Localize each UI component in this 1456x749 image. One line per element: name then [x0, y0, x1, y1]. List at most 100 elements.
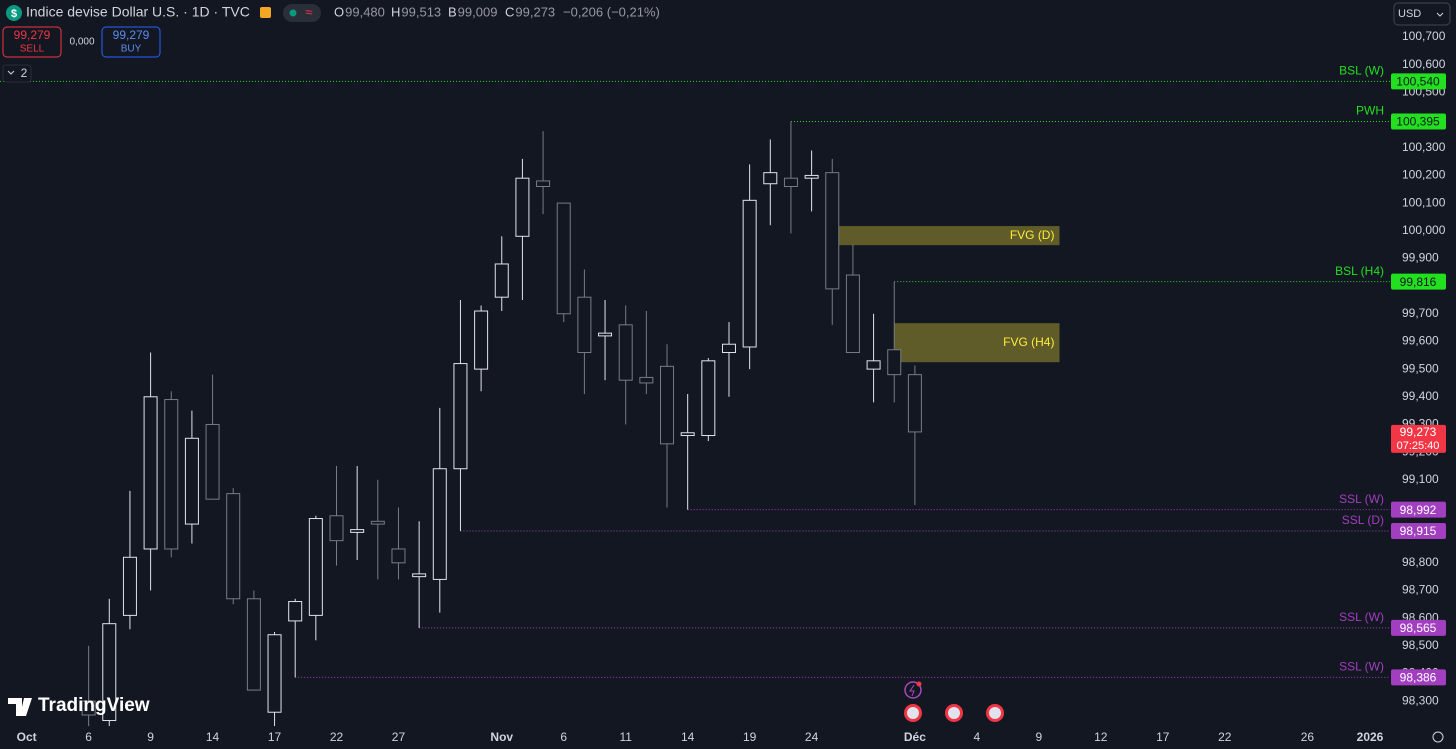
y-tick-label: 100,200 — [1402, 168, 1446, 182]
ohlc-values: O 99,480 H 99,513 B 99,009 C 99,273 −0,206 (−0,2… — [334, 4, 660, 19]
candle-body — [474, 310, 489, 370]
candle-body — [660, 365, 675, 445]
event-bolt — [909, 684, 915, 697]
candle-body — [453, 363, 468, 470]
level-tag — [1391, 669, 1446, 686]
y-tick-label: 99,100 — [1402, 472, 1439, 486]
buy-label[interactable]: BUY — [121, 44, 142, 55]
flag-icon — [260, 7, 271, 18]
flag-inner — [989, 707, 1001, 719]
level-label: SSL (W) — [1339, 610, 1384, 624]
candle-body — [329, 515, 344, 542]
x-tick-label: Oct — [17, 730, 37, 744]
y-tick-label: 99,400 — [1402, 389, 1439, 403]
candle-body — [845, 274, 860, 354]
candle-body — [81, 700, 96, 716]
x-tick-label: 12 — [1094, 730, 1108, 744]
x-tick-label: 14 — [681, 730, 695, 744]
candle-body — [515, 177, 530, 237]
level-label: SSL (D) — [1342, 513, 1384, 527]
candle-body — [742, 199, 757, 348]
y-tick-label: 99,600 — [1402, 334, 1439, 348]
price-axis: 100,700100,600100,500100,300100,200100,1… — [17, 29, 1446, 744]
candle-body — [288, 601, 303, 622]
ohlc-value: 99,009 — [458, 4, 498, 19]
ohlc-value: 99,480 — [345, 4, 385, 19]
candle-body — [412, 573, 427, 578]
level-label: PWH — [1356, 104, 1384, 118]
settings-icon[interactable] — [1432, 731, 1444, 743]
level-tag-label: 99,816 — [1400, 275, 1437, 289]
x-tick-label: 2026 — [1357, 730, 1384, 744]
level-tag-label: 98,565 — [1400, 621, 1437, 635]
candle-body — [350, 529, 365, 533]
currency[interactable]: USD — [1398, 8, 1421, 20]
candle-body — [205, 423, 220, 500]
y-tick-label: 98,300 — [1402, 693, 1439, 707]
countdown: 07:25:40 — [1397, 440, 1440, 452]
level-tag — [1391, 273, 1446, 290]
y-tick-label: 98,800 — [1402, 555, 1439, 569]
candle-body — [143, 396, 158, 550]
candle-body — [639, 376, 654, 384]
event-icon[interactable] — [904, 681, 922, 699]
sell-label[interactable]: SELL — [20, 44, 45, 55]
candle-body — [866, 360, 881, 370]
fvg-label: FVG (D) — [1010, 228, 1055, 242]
chevron — [1436, 12, 1444, 17]
x-tick-label: 24 — [805, 730, 819, 744]
ohlc-key: C — [505, 4, 514, 19]
status-wave: ≈ — [305, 4, 312, 19]
symbol-icon-glyph: $ — [11, 8, 17, 20]
last-price: 99,273 — [1400, 425, 1437, 439]
brand: TradingView — [38, 695, 150, 716]
candle-body — [598, 332, 613, 337]
y-tick-label: 98,700 — [1402, 583, 1439, 597]
candle-body — [825, 172, 840, 290]
ohlc-change: −0,206 (−0,21%) — [563, 4, 660, 19]
ohlc-value: 99,273 — [515, 4, 555, 19]
event-dot — [916, 681, 922, 687]
x-tick-label: 27 — [392, 730, 406, 744]
y-tick-label: 99,900 — [1402, 251, 1439, 265]
spread: 0,000 — [69, 37, 94, 48]
currency-select[interactable] — [1393, 2, 1451, 26]
candle-body — [680, 432, 695, 437]
candle-body — [577, 296, 592, 354]
buy-button[interactable] — [101, 26, 161, 58]
candle-body — [721, 343, 736, 354]
level-tag-label: 100,395 — [1396, 115, 1440, 129]
fvg-zone — [894, 323, 1060, 363]
buy-price[interactable]: 99,279 — [113, 28, 150, 42]
brand-logo — [8, 698, 32, 716]
candle-body — [246, 598, 261, 691]
fvg-zone — [832, 226, 1060, 246]
candle-body — [804, 174, 819, 179]
flag-inner — [907, 707, 919, 719]
y-tick-label: 99,700 — [1402, 306, 1439, 320]
x-tick-label: 9 — [147, 730, 154, 744]
level-tag — [1391, 619, 1446, 636]
candle-body — [164, 399, 179, 550]
plot: FVG (D) FVG (H4) BSL (W) PWH BSL (H4) SSL (W)… — [0, 64, 1390, 727]
x-tick-label: 4 — [974, 730, 981, 744]
y-tick-label: 98,500 — [1402, 638, 1439, 652]
sell-price[interactable]: 99,279 — [14, 28, 51, 42]
x-tick-label: 6 — [560, 730, 567, 744]
symbol-title: Indice devise Dollar U.S. · 1D · TVC — [26, 4, 250, 20]
candle-body — [370, 520, 385, 525]
x-tick-label: 9 — [1035, 730, 1042, 744]
y-tick-label: 100,000 — [1402, 223, 1446, 237]
indicators-count[interactable]: 2 — [21, 66, 28, 80]
level-tag — [1391, 522, 1446, 539]
level-tag-label: 100,540 — [1396, 75, 1440, 89]
indicators-toggle[interactable] — [2, 64, 32, 83]
ohlc-key: B — [448, 4, 457, 19]
candle-body — [494, 263, 509, 298]
candle-body — [907, 374, 922, 433]
x-tick-label: Déc — [904, 730, 926, 744]
sell-button[interactable] — [2, 26, 62, 58]
chevron — [7, 70, 15, 75]
